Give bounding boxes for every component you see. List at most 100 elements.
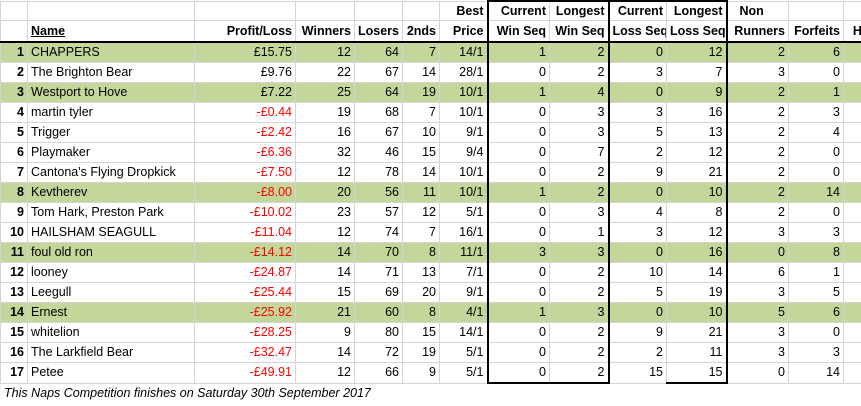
- header-winners: Winners: [295, 20, 355, 43]
- header-longest-win-top: Longest: [549, 0, 610, 21]
- current-loss-seq-cell: 2: [608, 342, 667, 363]
- profit-loss-cell: -£24.87: [194, 262, 296, 283]
- forfeits-cell: 8: [788, 242, 844, 263]
- longest-win-seq-cell: 2: [549, 162, 610, 183]
- current-win-seq-cell: 0: [486, 282, 550, 303]
- current-win-seq-cell: 0: [486, 262, 550, 283]
- forfeits-cell: 0: [788, 62, 844, 83]
- longest-loss-seq-cell: 15: [666, 362, 728, 384]
- player-name: Cantona's Flying Dropkick: [27, 162, 195, 183]
- profit-loss-cell: -£0.44: [194, 102, 296, 123]
- forfeits-cell: 6: [788, 302, 844, 323]
- row-number: 4: [0, 102, 28, 123]
- longest-loss-seq-cell: 19: [666, 282, 728, 303]
- longest-loss-seq-cell: 13: [666, 122, 728, 143]
- forfeits-cell: 1: [788, 82, 844, 103]
- longest-loss-seq-cell: 10: [666, 182, 728, 203]
- longest-loss-seq-cell: 8: [666, 202, 728, 223]
- header-non-runners-top: Non: [726, 0, 789, 21]
- table-row: 9 Tom Hark, Preston Park -£10.02 23 57 12 5/1 0…: [0, 202, 861, 223]
- forfeits-cell: 3: [788, 222, 844, 243]
- row-number: 12: [0, 262, 28, 283]
- best-price-cell: 14/1: [439, 41, 488, 63]
- naps-league-table: Best Current Longest Current Longest Non…: [0, 0, 861, 384]
- profit-loss-cell: -£2.42: [194, 122, 296, 143]
- row-number: 16: [0, 342, 28, 363]
- player-name: Trigger: [27, 122, 195, 143]
- non-runners-cell: 2: [726, 162, 789, 183]
- seconds-cell: 15: [402, 142, 440, 163]
- header-holiday: Holiday: [843, 20, 861, 43]
- table-row: 7 Cantona's Flying Dropkick -£7.50 12 78 14 10…: [0, 162, 861, 183]
- header-longest-win-seq: Win Seq: [549, 20, 610, 43]
- competition-footer-note: This Naps Competition finishes on Saturd…: [4, 386, 371, 400]
- profit-loss-cell: -£7.50: [194, 162, 296, 183]
- best-price-cell: 5/1: [439, 362, 488, 384]
- current-loss-seq-cell: 0: [608, 242, 667, 263]
- longest-loss-seq-cell: 21: [666, 322, 728, 343]
- profit-loss-cell: -£14.12: [194, 242, 296, 263]
- non-runners-cell: 2: [726, 102, 789, 123]
- forfeits-cell: 0: [788, 162, 844, 183]
- winners-cell: 23: [295, 202, 355, 223]
- current-win-seq-cell: 1: [486, 82, 550, 103]
- current-loss-seq-cell: 0: [608, 302, 667, 323]
- seconds-cell: 15: [402, 322, 440, 343]
- longest-win-seq-cell: 2: [549, 282, 610, 303]
- seconds-cell: 12: [402, 202, 440, 223]
- player-name: Leegull: [27, 282, 195, 303]
- row-number: 7: [0, 162, 28, 183]
- longest-win-seq-cell: 2: [549, 362, 610, 384]
- holiday-cell: 0: [843, 342, 861, 363]
- non-runners-cell: 2: [726, 142, 789, 163]
- losers-cell: 67: [354, 122, 403, 143]
- seconds-cell: 19: [402, 342, 440, 363]
- forfeits-cell: 4: [788, 122, 844, 143]
- header-longest-loss-seq: Loss Seq: [666, 20, 728, 43]
- holiday-cell: 0: [843, 222, 861, 243]
- current-loss-seq-cell: 5: [608, 122, 667, 143]
- current-loss-seq-cell: 10: [608, 262, 667, 283]
- current-win-seq-cell: 0: [486, 142, 550, 163]
- player-name: martin tyler: [27, 102, 195, 123]
- holiday-cell: 3: [843, 122, 861, 143]
- best-price-cell: 5/1: [439, 202, 488, 223]
- table-row: 10 HAILSHAM SEAGULL -£11.04 12 74 7 16/1 0 1 3 12 3…: [0, 222, 861, 243]
- losers-cell: 56: [354, 182, 403, 203]
- longest-win-seq-cell: 7: [549, 142, 610, 163]
- player-name: HAILSHAM SEAGULL: [27, 222, 195, 243]
- non-runners-cell: 3: [726, 342, 789, 363]
- profit-loss-cell: -£28.25: [194, 322, 296, 343]
- longest-win-seq-cell: 2: [549, 322, 610, 343]
- losers-cell: 67: [354, 62, 403, 83]
- profit-loss-cell: £9.76: [194, 62, 296, 83]
- holiday-cell: 0: [843, 302, 861, 323]
- winners-cell: 25: [295, 82, 355, 103]
- forfeits-cell: 14: [788, 362, 844, 384]
- losers-cell: 70: [354, 242, 403, 263]
- seconds-cell: 7: [402, 222, 440, 243]
- profit-loss-cell: -£32.47: [194, 342, 296, 363]
- forfeits-cell: 0: [788, 322, 844, 343]
- winners-cell: 15: [295, 282, 355, 303]
- row-number: 11: [0, 242, 28, 263]
- forfeits-cell: 6: [788, 41, 844, 63]
- longest-win-seq-cell: 2: [549, 41, 610, 63]
- player-name: Westport to Hove: [27, 82, 195, 103]
- seconds-cell: 7: [402, 102, 440, 123]
- holiday-cell: 0: [843, 242, 861, 263]
- holiday-cell: 0: [843, 82, 861, 103]
- seconds-cell: 11: [402, 182, 440, 203]
- seconds-cell: 19: [402, 82, 440, 103]
- holiday-cell: 11: [843, 202, 861, 223]
- longest-win-seq-cell: 3: [549, 202, 610, 223]
- losers-cell: 78: [354, 162, 403, 183]
- current-win-seq-cell: 0: [486, 322, 550, 343]
- seconds-cell: 20: [402, 282, 440, 303]
- losers-cell: 64: [354, 82, 403, 103]
- best-price-cell: 7/1: [439, 262, 488, 283]
- row-number: 13: [0, 282, 28, 303]
